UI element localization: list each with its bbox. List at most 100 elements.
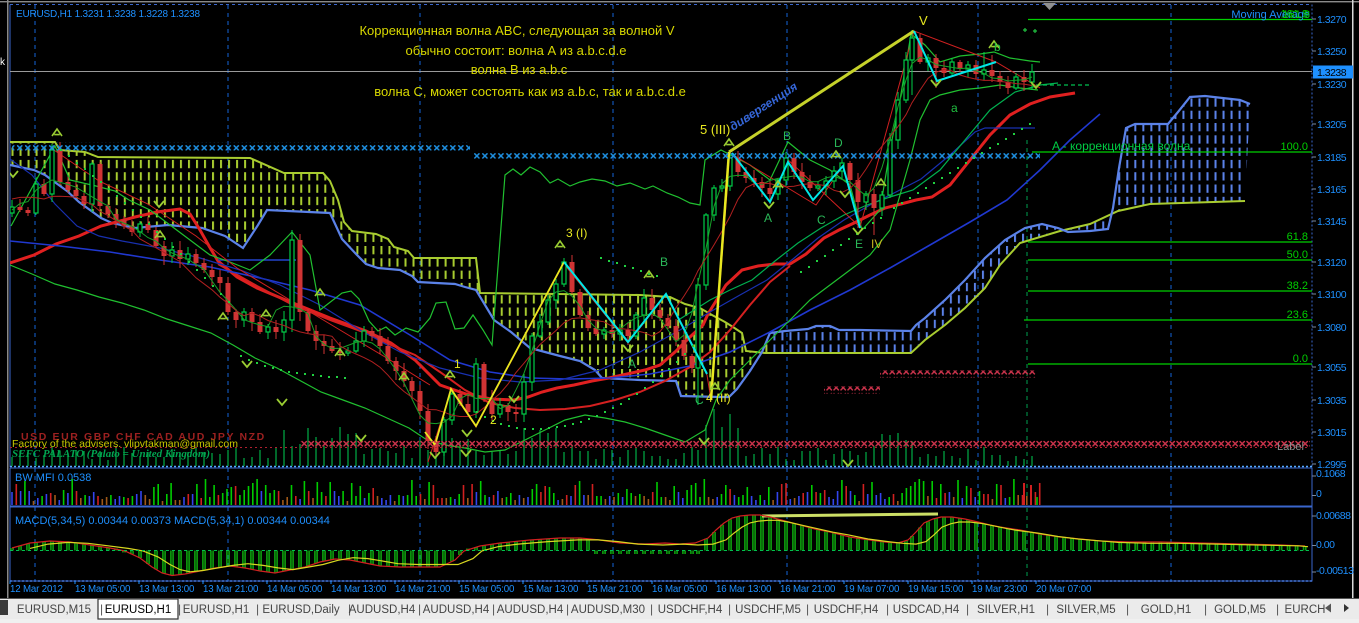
svg-text:1: 1 [454,357,461,371]
svg-text:1.3055: 1.3055 [1317,362,1347,374]
svg-text:15 Mar 13:00: 15 Mar 13:00 [523,584,579,595]
svg-text:E: E [855,237,863,251]
svg-text:AUDUSD,H4: AUDUSD,H4 [423,604,490,616]
svg-text:16 Mar 21:00: 16 Mar 21:00 [780,584,836,595]
svg-text:13 Mar 05:00: 13 Mar 05:00 [75,584,131,595]
svg-text:A: A [764,211,772,225]
svg-text:Label: Label [1277,441,1304,453]
svg-text:1.3015: 1.3015 [1317,427,1347,439]
svg-text:1.3238: 1.3238 [1317,67,1347,79]
svg-text:1.3165: 1.3165 [1317,184,1347,196]
svg-text:EURUSD,H1 1.3231 1.3238 1.322: EURUSD,H1 1.3231 1.3238 1.3228 1.3238 [16,9,200,20]
svg-text:|: | [966,602,969,616]
svg-text:1.3270: 1.3270 [1317,14,1347,26]
svg-text:161.8: 161.8 [1282,9,1310,21]
svg-text:C: C [695,393,704,407]
svg-text:|: | [1276,602,1279,616]
svg-text:1.3250: 1.3250 [1317,46,1347,58]
svg-text:0.00: 0.00 [1316,539,1335,551]
svg-text:EURUSD,Daily: EURUSD,Daily [262,604,340,616]
svg-text:B: B [783,129,791,143]
svg-text:Коррекционная волна ABC, следу: Коррекционная волна ABC, следующая за во… [359,23,674,38]
svg-text:50.0: 50.0 [1287,249,1308,261]
svg-text:1.3120: 1.3120 [1317,257,1347,269]
svg-text:1.3205: 1.3205 [1317,119,1347,131]
svg-text:волна В из a.b.c: волна В из a.b.c [471,62,568,77]
svg-text:13 Mar 21:00: 13 Mar 21:00 [203,584,259,595]
svg-text:SEFC PALATO (Palato = Unit: SEFC PALATO (Palato = United Kingdom) [12,448,210,460]
svg-text:1.3230: 1.3230 [1317,79,1347,91]
svg-text:13 Mar 13:00: 13 Mar 13:00 [139,584,195,595]
svg-text:обычно состоит: волна А из a.b: обычно состоит: волна А из a.b.c.d.e [406,43,627,58]
svg-text:USDCHF,M5: USDCHF,M5 [735,604,801,616]
svg-text:23.6: 23.6 [1287,309,1308,321]
svg-text:A: A [628,357,636,371]
svg-text:EURUSD,M15: EURUSD,M15 [17,604,91,616]
svg-text:|: | [1204,602,1207,616]
svg-text:20 Mar 07:00: 20 Mar 07:00 [1036,584,1092,595]
svg-text:14 Mar 05:00: 14 Mar 05:00 [267,584,323,595]
svg-text:16 Mar 05:00: 16 Mar 05:00 [652,584,708,595]
svg-text:1.2995: 1.2995 [1317,459,1347,471]
svg-text:1.3145: 1.3145 [1317,216,1347,228]
svg-text:EURUSD,H1: EURUSD,H1 [183,604,249,616]
svg-text:|: | [650,602,653,616]
svg-text:1.3080: 1.3080 [1317,322,1347,334]
svg-text:Moving Average: Moving Average [1231,9,1310,21]
svg-text:|: | [886,602,889,616]
svg-text:b: b [994,40,1001,54]
svg-text:4 (II): 4 (II) [706,391,731,405]
svg-text:5 (III): 5 (III) [700,122,730,137]
svg-text:AUDUSD,M30: AUDUSD,M30 [571,604,645,616]
svg-text:15 Mar 21:00: 15 Mar 21:00 [587,584,643,595]
svg-text:0.1068: 0.1068 [1316,468,1346,480]
svg-text:USD EUR GBP CHF CAD AUD: USD EUR GBP CHF CAD AUD JPY NZD [21,431,266,443]
svg-text:61.8: 61.8 [1287,231,1308,243]
svg-text:3 (I): 3 (I) [566,226,587,240]
svg-text:1.3100: 1.3100 [1317,289,1347,301]
svg-text:|: | [728,602,731,616]
svg-text:B: B [660,255,668,269]
svg-text:-0.00513: -0.00513 [1316,565,1354,577]
svg-text:SILVER,H1: SILVER,H1 [977,604,1035,616]
svg-text:USDCHF,H4: USDCHF,H4 [658,604,723,616]
svg-text:15 Mar 05:00: 15 Mar 05:00 [459,584,515,595]
svg-text:1.3035: 1.3035 [1317,395,1347,407]
svg-text:14 Mar 21:00: 14 Mar 21:00 [395,584,451,595]
svg-text:USDCHF,H4: USDCHF,H4 [814,604,879,616]
svg-text:|: | [348,602,351,616]
svg-text:2: 2 [490,413,497,427]
svg-text:D: D [834,136,843,150]
svg-text:161.8: 161.8 [1280,9,1308,21]
svg-text:волна С, может состоять как из: волна С, может состоять как из a.b.c, та… [374,84,686,99]
svg-text:EURCH: EURCH [1285,604,1326,616]
svg-text:0: 0 [1316,488,1322,500]
svg-text:|: | [566,602,569,616]
svg-text:AUDUSD,H4: AUDUSD,H4 [349,604,416,616]
svg-text:Factory of the advisers. vlipv: Factory of the advisers. vlipvtakman@gma… [12,438,238,450]
svg-text:0.0: 0.0 [1293,353,1308,365]
svg-text:GOLD,H1: GOLD,H1 [1141,604,1192,616]
svg-text:AUDUSD,H4: AUDUSD,H4 [497,604,564,616]
svg-text:12 Mar 2012: 12 Mar 2012 [10,584,63,595]
svg-text:38.2: 38.2 [1287,280,1308,292]
svg-text:16 Mar 13:00: 16 Mar 13:00 [716,584,772,595]
svg-text:19 Mar 23:00: 19 Mar 23:00 [972,584,1028,595]
svg-text:A - коррекционная волна: A - коррекционная волна [1052,139,1191,153]
svg-text:|: | [100,602,103,616]
svg-text:|: | [492,602,495,616]
svg-text:|: | [1046,602,1049,616]
svg-text:14 Mar 13:00: 14 Mar 13:00 [331,584,387,595]
svg-text:IV: IV [871,237,882,251]
svg-text:a: a [951,101,958,115]
svg-text:k: k [0,57,6,68]
svg-text:|: | [1126,602,1129,616]
svg-text:0.00688: 0.00688 [1316,510,1351,522]
svg-text:GOLD,M5: GOLD,M5 [1214,604,1266,616]
svg-text:|: | [178,602,181,616]
svg-text:|: | [418,602,421,616]
svg-text:1.3185: 1.3185 [1317,152,1347,164]
svg-text:MACD(5,34,5) 0.00344 0.00373: MACD(5,34,5) 0.00344 0.00373 MACD(5,34,1… [15,515,330,527]
svg-text:SILVER,M5: SILVER,M5 [1056,604,1115,616]
svg-text:19 Mar 07:00: 19 Mar 07:00 [844,584,900,595]
